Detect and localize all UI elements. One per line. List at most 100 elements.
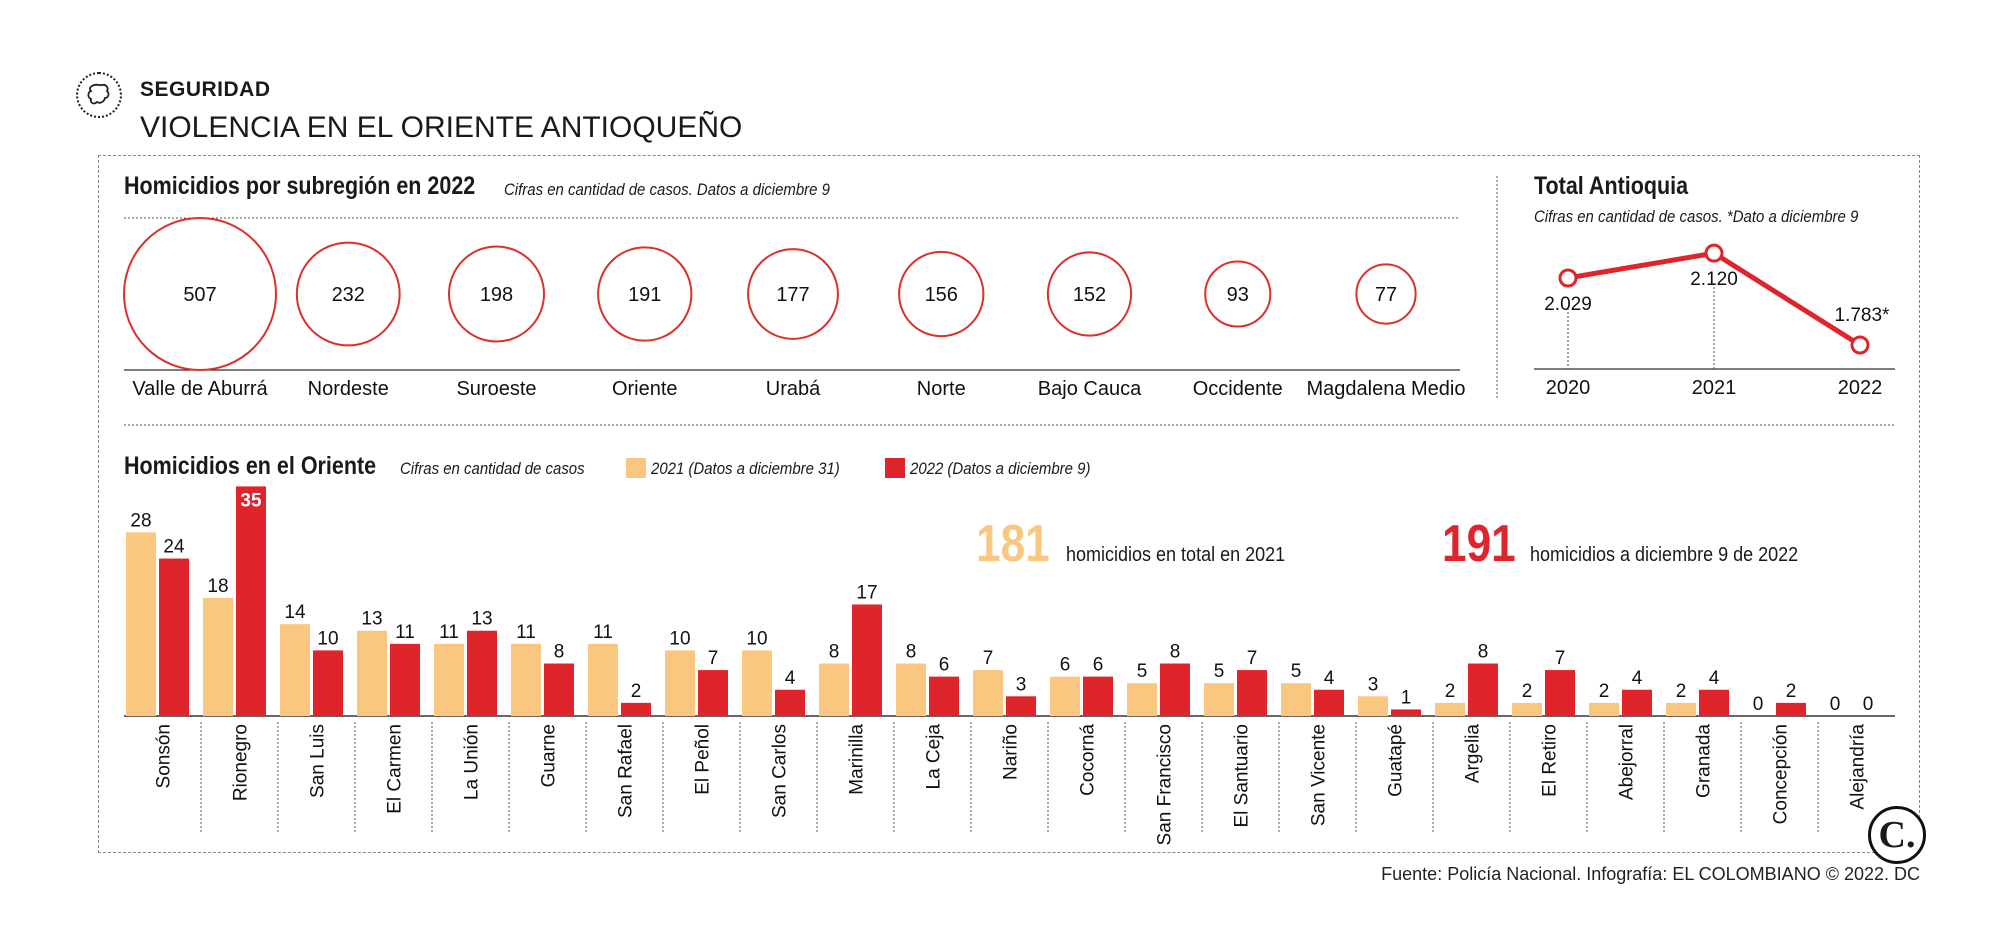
- bar-2021: [511, 643, 541, 716]
- bar-2022: [1391, 709, 1421, 716]
- legend-swatch-2022: [885, 458, 905, 478]
- bar-2021-value: 5: [1291, 661, 1302, 682]
- bar-2021-value: 13: [361, 609, 382, 630]
- bubble-value: 93: [1227, 284, 1249, 306]
- bar-2021: [1050, 676, 1080, 716]
- bubble-category-label: Occidente: [1193, 378, 1283, 400]
- bar-2021-value: 5: [1137, 661, 1148, 682]
- bubble-chart-title: Homicidios por subregión en 2022: [124, 172, 476, 200]
- bar-2021: [1512, 702, 1542, 716]
- bar-2022: [1237, 670, 1267, 716]
- bar-category-label: Guarne: [539, 724, 560, 787]
- line-point: [1558, 268, 1578, 288]
- bar-category-label: La Ceja: [924, 724, 945, 790]
- bar-2022-value: 8: [554, 642, 565, 663]
- bar-2022: [544, 663, 574, 716]
- line-x-label: 2020: [1546, 377, 1591, 399]
- bar-2021: [1281, 683, 1311, 716]
- bar-category-label: San Rafael: [616, 724, 637, 818]
- source-credit: Fuente: Policía Nacional. Infografía: EL…: [1381, 864, 1920, 884]
- bar-category-label: Concepción: [1771, 724, 1792, 824]
- bubble-value: 77: [1375, 284, 1397, 306]
- bar-2021: [357, 630, 387, 716]
- bar-2022: [698, 670, 728, 716]
- bar-2022-value: 35: [240, 490, 262, 511]
- line-value-label: 2.120: [1690, 269, 1738, 290]
- bar-2022-value: 6: [1093, 655, 1104, 676]
- bubble-value: 507: [183, 284, 216, 306]
- bar-2022: [236, 486, 266, 716]
- bubble-value: 156: [925, 284, 958, 306]
- bar-2021: [665, 650, 695, 716]
- bar-2022-value: 2: [631, 681, 642, 702]
- bar-2022-value: 24: [163, 537, 185, 558]
- bar-2022-value: 13: [471, 609, 492, 630]
- bar-category-label: Guatapé: [1386, 724, 1407, 797]
- bar-2022: [1083, 676, 1113, 716]
- bar-2022: [1006, 696, 1036, 716]
- bar-2022-value: 8: [1170, 642, 1181, 663]
- bubble: [597, 246, 693, 342]
- bar-2021: [819, 663, 849, 716]
- legend-label-2021: 2021 (Datos a diciembre 31): [651, 459, 840, 478]
- bar-2021-value: 2: [1676, 681, 1687, 702]
- el-colombiano-logo: C.: [1868, 806, 1926, 864]
- bubble-category-label: Urabá: [766, 378, 821, 400]
- bar-category-label: El Carmen: [385, 724, 406, 814]
- bar-category-label: Cocorná: [1078, 724, 1099, 796]
- bar-2021-value: 0: [1753, 694, 1764, 715]
- bar-category-label: Alejandría: [1848, 724, 1869, 810]
- bar-2021: [434, 643, 464, 716]
- bar-2022-value: 7: [1555, 648, 1566, 669]
- bar-2022: [1545, 670, 1575, 716]
- bubble: [747, 248, 839, 340]
- bar-2022-value: 1: [1401, 687, 1412, 708]
- line-chart-title: Total Antioquia: [1534, 172, 1689, 200]
- bar-2022-value: 2: [1786, 681, 1797, 702]
- bar-2022-value: 4: [1324, 668, 1335, 689]
- bar-2021: [1127, 683, 1157, 716]
- bar-category-label: Marinilla: [847, 724, 868, 795]
- bar-2021-value: 11: [593, 622, 613, 643]
- bubble-category-label: Magdalena Medio: [1307, 378, 1466, 400]
- bar-2022-value: 4: [1709, 668, 1720, 689]
- bar-2021-value: 2: [1599, 681, 1610, 702]
- bar-2021-value: 28: [130, 510, 151, 531]
- bar-2022-value: 8: [1478, 642, 1489, 663]
- bar-category-label: San Carlos: [770, 724, 791, 818]
- bar-2022-value: 4: [1632, 668, 1643, 689]
- bar-2022: [1160, 663, 1190, 716]
- bar-2021-value: 14: [284, 602, 306, 623]
- bubble: [1046, 251, 1133, 337]
- bar-2022-value: 7: [1247, 648, 1258, 669]
- bar-2021: [280, 624, 310, 716]
- bar-2021-value: 5: [1214, 661, 1225, 682]
- bar-2021: [1589, 702, 1619, 716]
- bar-2022: [1776, 702, 1806, 716]
- bar-2022: [390, 643, 420, 716]
- bar-2022: [1699, 689, 1729, 716]
- total-2022-text: homicidios a diciembre 9 de 2022: [1530, 544, 1799, 566]
- bar-2022: [1468, 663, 1498, 716]
- bubble-category-label: Suroeste: [456, 378, 536, 400]
- bar-category-label: San Luis: [308, 724, 329, 798]
- antioquia-map-icon: [76, 72, 122, 118]
- bar-category-label: Rionegro: [231, 724, 252, 801]
- line-chart-subtitle: Cifras en cantidad de casos. *Dato a dic…: [1534, 207, 1859, 226]
- bar-2022-value: 4: [785, 668, 796, 689]
- bar-2022: [775, 689, 805, 716]
- bubble-value: 198: [480, 284, 513, 306]
- bubble-chart-subtitle: Cifras en cantidad de casos. Datos a dic…: [504, 180, 830, 199]
- bar-2022: [1314, 689, 1344, 716]
- bubble-category-label: Nordeste: [308, 378, 389, 400]
- total-2021-value: 181: [976, 515, 1050, 573]
- bar-category-label: La Unión: [462, 724, 483, 800]
- bubble-category-label: Valle de Aburrá: [132, 378, 268, 400]
- bubble: [1355, 263, 1417, 325]
- bar-2022: [313, 650, 343, 716]
- line-value-label: 2.029: [1544, 294, 1592, 315]
- bar-2021: [1666, 702, 1696, 716]
- bar-category-label: El Retiro: [1540, 724, 1561, 797]
- total-2022-value: 191: [1442, 515, 1516, 573]
- bar-2021: [1435, 702, 1465, 716]
